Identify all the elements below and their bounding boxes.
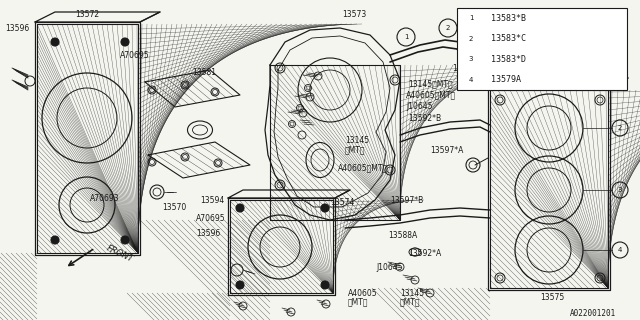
- Text: 13597*B: 13597*B: [390, 196, 423, 204]
- Text: 13581: 13581: [192, 68, 216, 76]
- Text: 2: 2: [618, 125, 622, 131]
- Polygon shape: [270, 65, 400, 220]
- Text: A022001201: A022001201: [570, 309, 616, 318]
- Text: 2: 2: [446, 25, 450, 31]
- Text: A70695: A70695: [120, 51, 150, 60]
- Text: 13573: 13573: [342, 10, 366, 19]
- Text: 13145: 13145: [345, 135, 369, 145]
- Text: J10645: J10645: [376, 263, 403, 273]
- Circle shape: [236, 204, 244, 212]
- Circle shape: [51, 236, 59, 244]
- Text: 4: 4: [469, 77, 473, 83]
- Text: 〈MT〉: 〈MT〉: [400, 298, 420, 307]
- Text: J10693: J10693: [460, 74, 486, 83]
- Text: A40605: A40605: [348, 289, 378, 298]
- Text: 13572: 13572: [75, 10, 99, 19]
- Text: 13596: 13596: [196, 228, 220, 237]
- Text: 〈MT〉: 〈MT〉: [348, 298, 369, 307]
- Circle shape: [236, 281, 244, 289]
- Circle shape: [321, 281, 329, 289]
- Polygon shape: [230, 200, 333, 293]
- Polygon shape: [37, 24, 138, 253]
- Text: 13583*B: 13583*B: [491, 14, 526, 23]
- Text: 〈MT〉: 〈MT〉: [345, 146, 365, 155]
- Text: A70693: A70693: [90, 194, 120, 203]
- Text: 13583*C: 13583*C: [491, 34, 526, 43]
- Text: 13592*A: 13592*A: [408, 249, 441, 258]
- Text: 2: 2: [469, 36, 473, 42]
- Text: 13570: 13570: [162, 203, 186, 212]
- Circle shape: [121, 38, 129, 46]
- Text: 13583*A: 13583*A: [452, 63, 485, 73]
- Text: A40605〈MT〉: A40605〈MT〉: [338, 164, 388, 172]
- Text: 13583*D: 13583*D: [491, 55, 526, 64]
- Text: 13588A: 13588A: [388, 230, 417, 239]
- Text: J10645: J10645: [406, 101, 433, 110]
- Text: 13596: 13596: [5, 23, 29, 33]
- Text: 13575: 13575: [540, 292, 564, 301]
- Text: 13592*B: 13592*B: [408, 114, 441, 123]
- Text: 1: 1: [468, 15, 473, 21]
- Text: 3: 3: [468, 56, 473, 62]
- Text: 13597*A: 13597*A: [430, 146, 463, 155]
- Text: 13145: 13145: [400, 289, 424, 298]
- Text: 4: 4: [618, 247, 622, 253]
- Circle shape: [321, 204, 329, 212]
- Text: 3: 3: [618, 187, 622, 193]
- Text: 13594: 13594: [200, 196, 224, 204]
- Text: FRONT: FRONT: [105, 244, 135, 264]
- Bar: [457, 8, 627, 90]
- Text: 13145〈MT〉: 13145〈MT〉: [408, 79, 452, 89]
- Text: A40605〈MT〉: A40605〈MT〉: [406, 91, 456, 100]
- Circle shape: [51, 38, 59, 46]
- Circle shape: [121, 236, 129, 244]
- Text: A70695: A70695: [196, 213, 226, 222]
- Text: 1: 1: [404, 34, 408, 40]
- Text: 13574: 13574: [330, 197, 355, 206]
- Polygon shape: [490, 90, 608, 288]
- Text: 13579A: 13579A: [491, 75, 521, 84]
